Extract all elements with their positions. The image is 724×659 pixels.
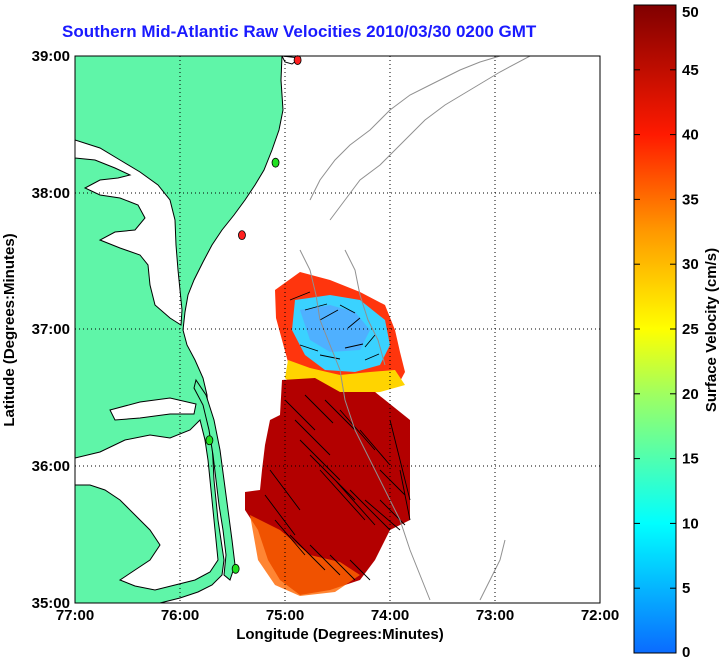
- colorbar-tick-label: 20: [682, 386, 699, 403]
- y-tick-label: 39:00: [32, 48, 70, 65]
- station-marker: [231, 563, 240, 574]
- pamlico-sound: [75, 419, 219, 591]
- colorbar-tick-label: 0: [682, 644, 690, 659]
- colorbar-tick-label: 5: [682, 580, 690, 597]
- station-marker: [205, 435, 214, 446]
- x-tick-label: 73:00: [476, 607, 514, 624]
- barrier-islands: [193, 378, 236, 581]
- x-tick-label: 77:00: [56, 607, 94, 624]
- y-tick-label: 35:00: [32, 595, 70, 612]
- colorbar-label: Surface Velocity (cm/s): [703, 248, 720, 412]
- x-tick-label: 75:00: [266, 607, 304, 624]
- colorbar-tick-label: 40: [682, 127, 699, 144]
- colorbar-tick-label: 45: [682, 62, 699, 79]
- x-tick-labels: 77:00 76:00 75:00 74:00 73:00 72:00: [56, 607, 619, 624]
- bathymetry-contours: [299, 56, 531, 601]
- colorbar-tick-label: 50: [682, 4, 699, 21]
- colorbar-tick-label: 35: [682, 191, 699, 208]
- colorbar-tick-label: 25: [682, 321, 699, 338]
- station-marker: [271, 157, 280, 168]
- map-title: Southern Mid-Atlantic Raw Velocities 201…: [62, 22, 537, 41]
- station-marker: [293, 55, 302, 66]
- x-tick-label: 72:00: [581, 607, 619, 624]
- velocity-vectors: [264, 291, 411, 581]
- y-tick-label: 38:00: [32, 185, 70, 202]
- colorbar-ticks: 0 5 10 15 20 25 30 35 40 45 50: [634, 4, 699, 659]
- station-markers: [205, 55, 302, 574]
- y-tick-label: 36:00: [32, 458, 70, 475]
- colorbar-tick-label: 15: [682, 451, 699, 468]
- plot-frame: [74, 55, 601, 604]
- station-marker: [238, 230, 246, 241]
- x-axis-label: Longitude (Degrees:Minutes): [236, 626, 444, 643]
- colorbar: [633, 4, 677, 654]
- colorbar-tick-label: 10: [682, 515, 699, 532]
- y-tick-labels: 39:00 38:00 37:00 36:00 35:00: [32, 48, 70, 612]
- colorbar-tick-label: 30: [682, 256, 699, 273]
- x-tick-label: 74:00: [371, 607, 409, 624]
- x-tick-label: 76:00: [161, 607, 199, 624]
- chesapeake-bay: [75, 139, 183, 326]
- albemarle-sound: [109, 397, 197, 421]
- y-axis-label: Latitude (Degrees:Minutes): [1, 233, 18, 426]
- velocity-field-edge: [250, 515, 360, 596]
- y-tick-label: 37:00: [32, 321, 70, 338]
